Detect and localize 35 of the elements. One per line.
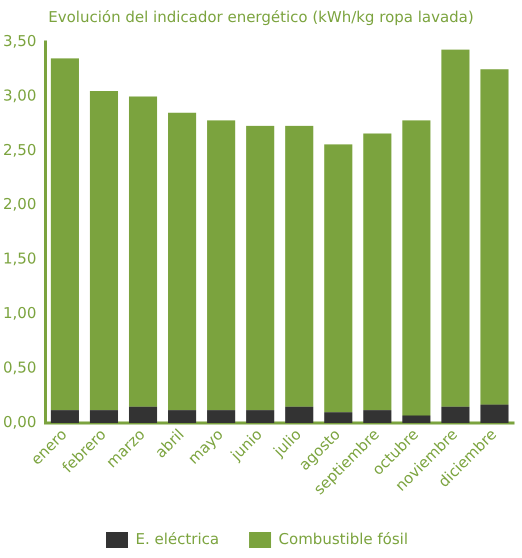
bar <box>90 410 118 424</box>
y-tick-label: 2,00 <box>2 195 36 214</box>
bar <box>480 69 509 405</box>
bar <box>207 410 236 424</box>
bar <box>50 410 79 424</box>
y-tick-label: 1,50 <box>2 250 36 268</box>
y-tick-label: 3,50 <box>2 32 36 50</box>
y-tick-label: 1,00 <box>2 304 36 322</box>
bar <box>285 126 314 407</box>
y-tick-label: 3,00 <box>2 86 36 104</box>
bar <box>480 404 509 424</box>
bar <box>50 58 79 410</box>
y-tick-label: 0,50 <box>2 358 36 377</box>
bar <box>246 410 274 424</box>
bar <box>324 144 352 412</box>
bar <box>363 410 392 424</box>
bar <box>441 50 470 407</box>
bar <box>207 120 236 410</box>
chart-title: Evolución del indicador energético (kWh/kg ropa lavada) <box>47 7 475 28</box>
bar <box>402 120 430 416</box>
legend-label: E. eléctrica <box>136 530 220 548</box>
y-tick-label: 2,50 <box>2 140 36 159</box>
bar <box>402 416 430 424</box>
y-tick-label: 0,00 <box>2 413 36 432</box>
bar <box>128 96 158 407</box>
bar <box>168 410 196 424</box>
bar <box>363 133 392 410</box>
legend-label: Combustible fósil <box>278 530 408 548</box>
bar <box>128 406 158 424</box>
bar <box>324 412 352 424</box>
bar <box>246 126 274 410</box>
bar <box>90 91 118 410</box>
bar <box>441 406 470 424</box>
bar <box>285 406 314 424</box>
bar <box>168 112 196 410</box>
